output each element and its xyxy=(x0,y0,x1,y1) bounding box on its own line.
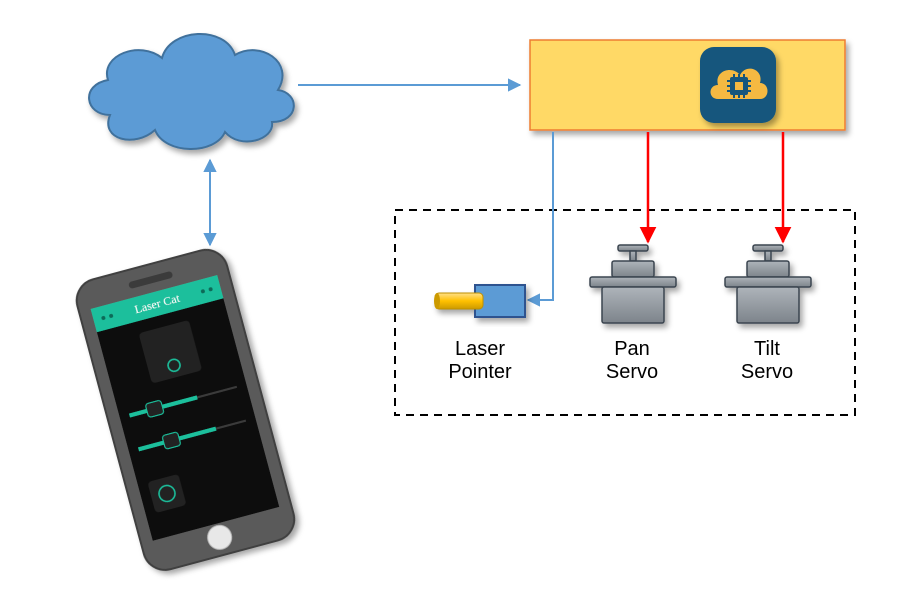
pan-label-line2: Servo xyxy=(606,361,658,383)
tilt-label-line1: Tilt xyxy=(754,338,780,360)
tilt-servo-icon xyxy=(725,245,811,323)
tilt-label-line2: Servo xyxy=(741,361,793,383)
arrow-iot-to-laser xyxy=(528,132,553,300)
pan-servo-icon xyxy=(590,245,676,323)
iot-controller-box xyxy=(530,40,845,130)
pan-label-line1: Pan xyxy=(614,338,650,360)
laser-label-line2: Pointer xyxy=(448,361,512,383)
cloud-icon xyxy=(89,34,294,149)
laser-label-line1: Laser xyxy=(455,338,505,360)
smartphone-icon: Laser Cat xyxy=(72,245,299,575)
laser-pointer-icon xyxy=(434,285,525,317)
iot-icon xyxy=(700,47,776,123)
diagram-canvas: Laser Pointer Pan Servo Tilt Servo xyxy=(0,0,897,603)
